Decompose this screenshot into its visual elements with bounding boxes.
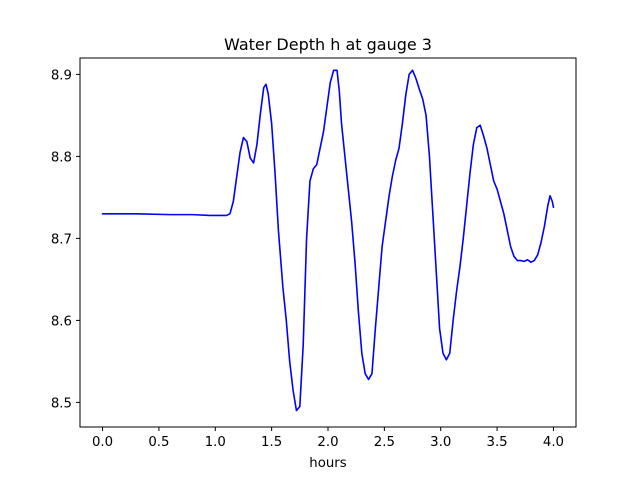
y-tick-label: 8.5 xyxy=(51,396,72,411)
x-tick-label: 1.5 xyxy=(261,435,282,450)
y-tick-label: 8.9 xyxy=(51,68,72,83)
x-tick-label: 4.0 xyxy=(543,435,564,450)
chart-title: Water Depth h at gauge 3 xyxy=(224,35,432,54)
x-tick-label: 0.0 xyxy=(92,435,113,450)
x-axis-label: hours xyxy=(309,456,346,471)
y-tick-label: 8.8 xyxy=(51,150,72,165)
y-tick-label: 8.7 xyxy=(51,232,72,247)
plot-area xyxy=(79,57,577,428)
x-axis: 0.0 0.5 1.0 1.5 2.0 2.5 3.0 3.5 4.0 xyxy=(92,427,564,450)
y-tick-label: 8.6 xyxy=(51,314,72,329)
x-tick-label: 1.0 xyxy=(205,435,226,450)
x-tick-label: 0.5 xyxy=(148,435,169,450)
x-tick-label: 3.0 xyxy=(430,435,451,450)
series-line-1 xyxy=(101,69,555,412)
y-axis: 8.5 8.6 8.7 8.8 8.9 xyxy=(51,68,80,411)
axes-frame xyxy=(79,57,577,428)
x-tick-label: 2.5 xyxy=(374,435,395,450)
x-tick-label: 3.5 xyxy=(487,435,508,450)
x-tick-label: 2.0 xyxy=(317,435,338,450)
